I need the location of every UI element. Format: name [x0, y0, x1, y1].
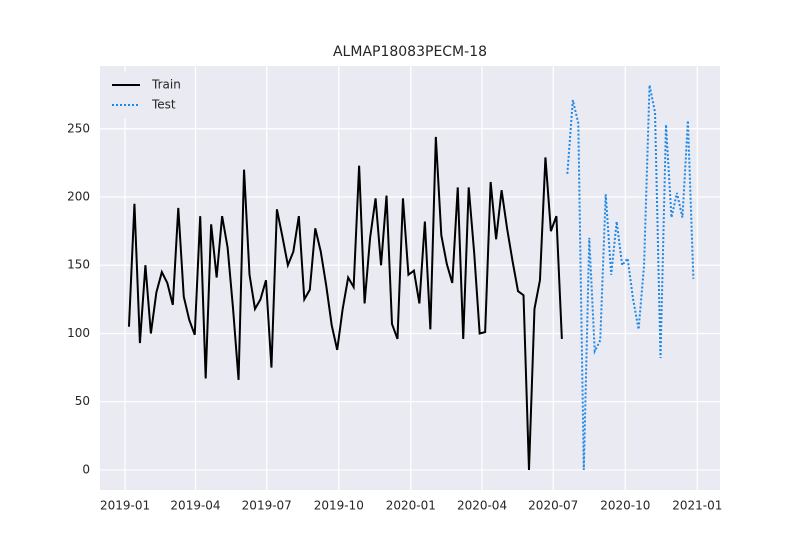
- y-tick-label: 150: [67, 258, 90, 272]
- y-tick-label: 200: [67, 190, 90, 204]
- legend-box: [105, 71, 187, 119]
- y-tick-label: 250: [67, 121, 90, 135]
- line-series: [127, 136, 563, 470]
- legend-label: Train: [151, 78, 181, 92]
- x-tick-label: 2020-04: [457, 499, 507, 513]
- x-tick-label: 2021-01: [672, 499, 722, 513]
- chart-title: ALMAP18083PECM-18: [333, 44, 487, 60]
- x-tick-label: 2019-01: [100, 499, 150, 513]
- x-tick-label: 2019-07: [242, 499, 292, 513]
- y-tick-label: 50: [75, 394, 90, 408]
- y-tick-label: 100: [67, 326, 90, 340]
- y-tick-label: 0: [82, 462, 90, 476]
- x-tick-label: 2020-07: [528, 499, 578, 513]
- x-tick-label: 2019-10: [314, 499, 364, 513]
- plot-area: [100, 66, 720, 490]
- line-series: [566, 84, 695, 470]
- x-tick-label: 2020-10: [600, 499, 650, 513]
- legend-label: Test: [151, 98, 176, 112]
- x-tick-label: 2020-01: [386, 499, 436, 513]
- x-tick-label: 2019-04: [170, 499, 220, 513]
